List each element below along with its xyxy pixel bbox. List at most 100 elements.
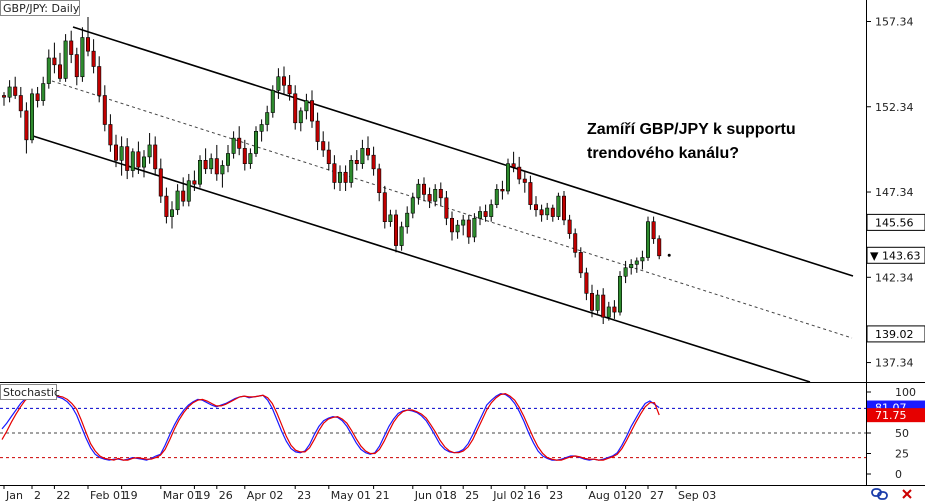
candle — [584, 267, 589, 301]
candle-body — [52, 57, 57, 66]
candle-body — [651, 221, 656, 240]
price-tick-label: 147.34 — [875, 186, 914, 199]
candle — [276, 68, 281, 99]
candle — [41, 76, 46, 106]
stochastic-tick-label: 50 — [895, 427, 909, 440]
candle-body — [153, 144, 158, 170]
candle — [617, 271, 622, 316]
time-tick-label: 18 — [443, 489, 457, 502]
link-icon[interactable] — [871, 488, 888, 500]
candle-body — [214, 158, 219, 175]
candle — [595, 289, 600, 314]
candle — [421, 177, 426, 202]
stochastic-value-label: 71.75 — [875, 409, 907, 422]
candle-body — [69, 40, 74, 55]
time-tick-label: May 01 — [331, 489, 371, 502]
candle-body — [612, 306, 617, 313]
channel-midline — [51, 80, 853, 339]
time-tick-label: Feb 01 — [90, 489, 127, 502]
candle — [63, 34, 68, 82]
candle — [242, 139, 247, 171]
candle-body — [259, 124, 264, 132]
candle — [326, 141, 331, 171]
price-tag-label: 143.63 — [882, 249, 921, 262]
candle-body — [388, 214, 393, 222]
candle — [175, 184, 180, 215]
time-tick-label: 25 — [465, 489, 479, 502]
candle — [556, 192, 561, 220]
candle-body — [517, 166, 522, 180]
price-tag: 145.56 — [866, 213, 925, 231]
candle-body — [276, 76, 281, 91]
chart-title: GBP/JPY: Daily — [3, 2, 80, 15]
candle — [343, 165, 348, 191]
candle-body — [545, 207, 550, 216]
candle-body — [444, 197, 449, 219]
time-tick-label: Jul 02 — [492, 489, 524, 502]
price-tag-box — [866, 325, 925, 343]
candle — [561, 191, 566, 226]
stochastic-series — [1, 392, 660, 461]
stochastic-label-box — [0, 384, 57, 400]
candle — [119, 136, 124, 176]
candle-body — [645, 221, 650, 258]
candle — [578, 247, 583, 278]
candle-body — [198, 160, 203, 185]
candle-body — [449, 217, 454, 233]
candle — [220, 160, 225, 188]
candle — [550, 204, 555, 222]
candle — [505, 158, 510, 195]
candle-body — [293, 93, 298, 124]
candle-body — [427, 194, 432, 202]
candle — [214, 144, 219, 181]
candle-body — [657, 238, 662, 257]
time-tick-label: 27 — [650, 489, 664, 502]
candle — [52, 42, 57, 74]
candle-body — [315, 120, 320, 142]
candle-body — [573, 233, 578, 253]
time-tick-label: 19 — [124, 489, 138, 502]
candle — [46, 49, 51, 89]
candle — [545, 202, 550, 220]
candle — [226, 144, 231, 173]
candle-body — [623, 267, 628, 277]
candle-body — [533, 204, 538, 211]
candle — [181, 177, 186, 207]
candle — [57, 52, 62, 82]
time-tick-label: 23 — [297, 489, 311, 502]
candle — [170, 201, 175, 229]
time-tick-label: Mar 01 — [163, 489, 201, 502]
candle — [254, 126, 259, 157]
time-tick-label: Apr 02 — [247, 489, 284, 502]
candle — [136, 141, 141, 174]
candle-body — [125, 146, 130, 171]
candle-body — [360, 148, 365, 165]
candle-body — [601, 294, 606, 318]
candle — [629, 259, 634, 275]
candle-body — [74, 54, 79, 78]
candle — [97, 56, 102, 103]
candle-body — [489, 204, 494, 217]
candle-body — [393, 214, 398, 246]
candle — [24, 102, 29, 154]
candle-body — [433, 188, 438, 202]
candle-body — [371, 154, 376, 170]
close-icon[interactable] — [902, 489, 912, 499]
candle — [382, 185, 387, 229]
candle-body — [142, 156, 147, 168]
candle-body — [556, 195, 561, 217]
candle-body — [561, 195, 566, 221]
candle — [29, 88, 34, 144]
candle-body — [349, 160, 354, 183]
candle — [1, 92, 7, 106]
candle — [388, 209, 393, 227]
candle-body — [421, 183, 426, 195]
candle-body — [629, 264, 634, 269]
candle — [337, 165, 342, 191]
time-tick-label: 21 — [376, 489, 390, 502]
candle-body — [410, 197, 415, 214]
candle — [567, 214, 572, 239]
stochastic-tick-label: 0 — [895, 468, 902, 481]
candle — [304, 93, 309, 120]
candle-body — [640, 257, 645, 262]
